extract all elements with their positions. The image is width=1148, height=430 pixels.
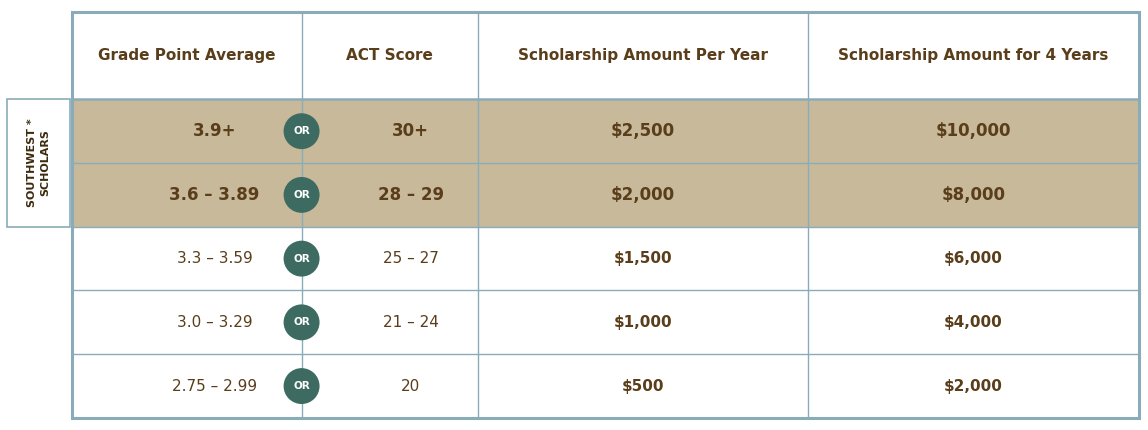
Text: $2,500: $2,500	[611, 122, 675, 140]
Text: $500: $500	[621, 378, 665, 393]
Bar	[72, 227, 1139, 291]
Text: SOUTHWEST *
SCHOLARS: SOUTHWEST * SCHOLARS	[26, 119, 51, 207]
Text: 30+: 30+	[393, 122, 429, 140]
Text: $1,500: $1,500	[613, 251, 673, 266]
Bar	[72, 99, 1139, 163]
Text: $1,000: $1,000	[613, 315, 673, 330]
Text: OR: OR	[293, 190, 310, 200]
Text: 3.6 – 3.89: 3.6 – 3.89	[169, 186, 259, 204]
Text: ACT Score: ACT Score	[347, 48, 433, 63]
Text: Grade Point Average: Grade Point Average	[99, 48, 276, 63]
Bar	[7, 99, 70, 227]
Text: 21 – 24: 21 – 24	[382, 315, 439, 330]
Ellipse shape	[284, 241, 319, 276]
Text: 3.9+: 3.9+	[193, 122, 236, 140]
Text: $2,000: $2,000	[611, 186, 675, 204]
Bar	[72, 163, 1139, 227]
Text: 28 – 29: 28 – 29	[378, 186, 444, 204]
Bar	[7, 99, 70, 227]
Text: 25 – 27: 25 – 27	[382, 251, 439, 266]
Text: OR: OR	[293, 381, 310, 391]
Text: OR: OR	[293, 317, 310, 327]
Text: 3.0 – 3.29: 3.0 – 3.29	[177, 315, 253, 330]
Bar	[72, 12, 1139, 99]
Text: Scholarship Amount Per Year: Scholarship Amount Per Year	[518, 48, 768, 63]
Text: 20: 20	[401, 378, 420, 393]
Text: 2.75 – 2.99: 2.75 – 2.99	[172, 378, 257, 393]
Text: OR: OR	[293, 126, 310, 136]
Bar	[72, 354, 1139, 418]
Text: $2,000: $2,000	[944, 378, 1003, 393]
Text: $4,000: $4,000	[944, 315, 1003, 330]
Text: Scholarship Amount for 4 Years: Scholarship Amount for 4 Years	[838, 48, 1109, 63]
Text: $6,000: $6,000	[944, 251, 1003, 266]
Text: $8,000: $8,000	[941, 186, 1006, 204]
Text: OR: OR	[293, 254, 310, 264]
Bar	[72, 291, 1139, 354]
Text: 3.3 – 3.59: 3.3 – 3.59	[177, 251, 253, 266]
Ellipse shape	[284, 368, 319, 404]
Text: $10,000: $10,000	[936, 122, 1011, 140]
Ellipse shape	[284, 177, 319, 213]
Ellipse shape	[284, 113, 319, 149]
Ellipse shape	[284, 304, 319, 340]
